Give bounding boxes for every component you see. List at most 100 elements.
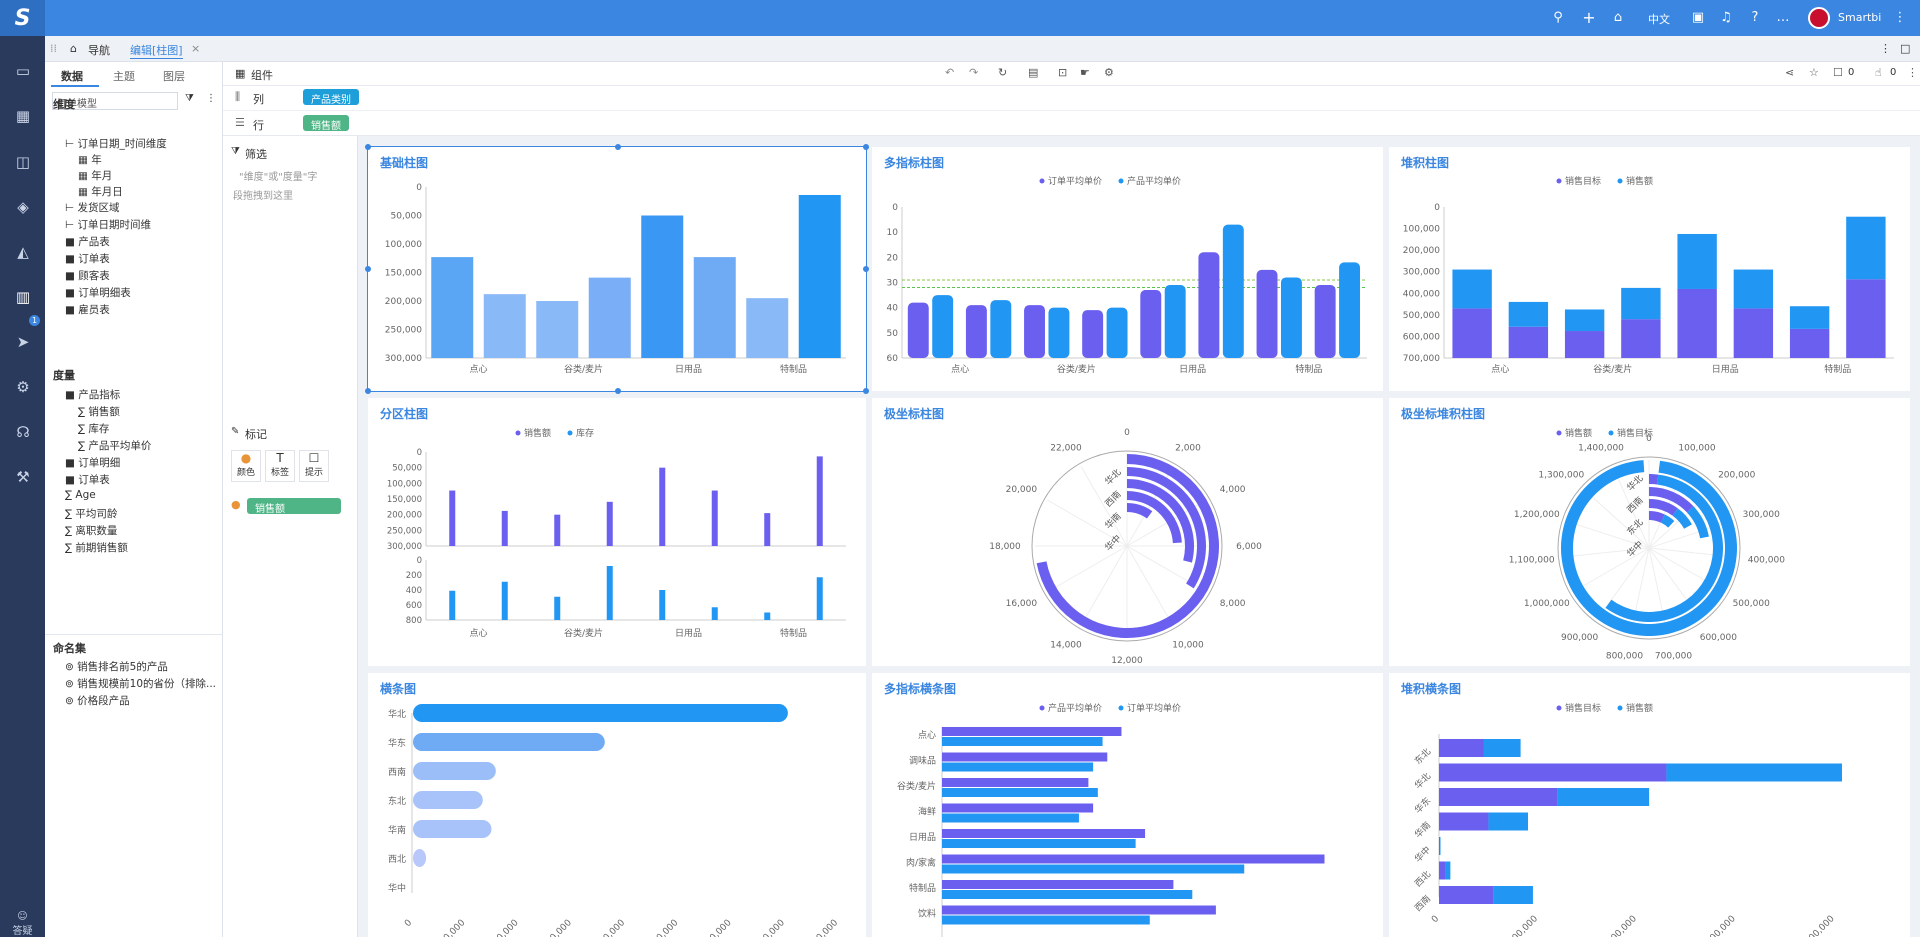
resize-handle[interactable]: [863, 144, 869, 150]
more-vertical-icon[interactable]: ⋮: [1893, 9, 1907, 25]
help-label[interactable]: ☺ 答疑: [12, 911, 33, 937]
tab-edit[interactable]: 编辑[柱图]: [130, 44, 183, 59]
tree-item[interactable]: ■ 产品表: [65, 236, 110, 248]
grid-icon[interactable]: ▦: [15, 107, 31, 125]
resize-handle[interactable]: [863, 266, 869, 272]
cube-icon[interactable]: ◈: [17, 198, 29, 216]
preview-icon[interactable]: ⊡: [1058, 66, 1068, 79]
measure-section[interactable]: 度量: [53, 369, 75, 382]
tree-item[interactable]: ⊚ 价格段产品: [65, 695, 130, 707]
chart-panel-stacked-bar[interactable]: 堆积柱图 销售目标 销售额 700,000 600,000 500,000 400,000…: [1389, 147, 1910, 391]
send-icon[interactable]: ➤: [16, 333, 30, 351]
support-icon[interactable]: ☊: [16, 423, 30, 441]
chart-panel-partition-bar[interactable]: 分区柱图 销售额 库存 300,000 250,000 200,000 150,000 10…: [368, 398, 866, 666]
tree-item[interactable]: ■ 订单明细表: [65, 287, 131, 299]
tree-item[interactable]: ⊢ 订单日期时间维: [65, 219, 151, 231]
chart-panel-polar-stacked[interactable]: 极坐标堆积柱图 销售额 销售目标 0 100,000 200,000 300,000 400…: [1389, 398, 1910, 666]
tab-data[interactable]: 数据: [61, 70, 83, 83]
chat-icon[interactable]: …: [1776, 9, 1790, 25]
tree-item[interactable]: ⊢ 发货区域: [65, 202, 120, 214]
like-icon[interactable]: ☝: [1875, 66, 1882, 79]
tree-item[interactable]: ■ 产品指标: [65, 389, 121, 401]
user-name[interactable]: Smartbi: [1838, 11, 1882, 24]
mark-color-button[interactable]: ● 颜色: [231, 450, 261, 482]
chart-panel-stacked-hbar[interactable]: 堆积横条图 销售目标 销售额 东北 华北 华东 华南 华中 西北 西南 0 200,000 400,0…: [1389, 673, 1910, 937]
analysis-icon[interactable]: ◭: [17, 243, 29, 261]
more-icon[interactable]: ⋮: [206, 93, 216, 104]
bag-icon[interactable]: ▣: [1691, 9, 1705, 25]
home-icon[interactable]: ⌂: [1613, 9, 1623, 25]
named-set-section[interactable]: 命名集: [53, 642, 86, 655]
mark-field-pill[interactable]: 销售额: [247, 498, 341, 515]
tree-item[interactable]: ▦ 年: [78, 154, 102, 166]
chart-panel-multi-bar[interactable]: 多指标柱图 订单平均单价 产品平均单价 60 50 40 30 20 10 0 点心 谷类/麦片 日用…: [872, 147, 1383, 391]
tree-item[interactable]: ∑ 库存: [78, 423, 110, 435]
row-pill[interactable]: 销售额: [303, 115, 349, 132]
home-tab-icon[interactable]: ⌂: [70, 42, 77, 55]
tree-item[interactable]: ⊚ 销售规模前10的省份（排除...: [65, 678, 217, 690]
component-label[interactable]: 组件: [251, 69, 273, 82]
comment-icon[interactable]: ☐: [1833, 66, 1843, 79]
chart-panel-multi-hbar[interactable]: 多指标横条图 产品平均单价 订单平均单价 点心 调味品 谷类/麦片 海鲜 日用品 肉/家禽 特制…: [872, 673, 1383, 937]
resize-handle[interactable]: [863, 388, 869, 394]
avatar[interactable]: [1808, 7, 1830, 29]
mark-tip-button[interactable]: ☐ 提示: [299, 450, 329, 482]
component-icon[interactable]: ▦: [235, 67, 246, 80]
tabs-handle-icon[interactable]: ⁞⁞: [50, 42, 57, 55]
plus-icon[interactable]: +: [1582, 7, 1596, 27]
tab-nav[interactable]: 导航: [88, 44, 110, 57]
resize-handle[interactable]: [365, 144, 371, 150]
tree-item[interactable]: ∑ 销售额: [78, 406, 120, 418]
tab-close-icon[interactable]: ×: [191, 42, 201, 55]
smartbi-logo[interactable]: S: [0, 0, 45, 36]
resize-handle[interactable]: [365, 266, 371, 272]
tree-item[interactable]: ∑ 产品平均单价: [78, 440, 152, 452]
tree-item[interactable]: ∑ 平均司龄: [65, 508, 118, 520]
chart-panel-polar-bar[interactable]: 极坐标柱图 0 2,000 4,000 6,000 8,000 10,000 12,000 1…: [872, 398, 1383, 666]
settings-icon[interactable]: ⚙: [1104, 66, 1114, 79]
undo-icon[interactable]: ↶: [945, 66, 955, 79]
settings-icon[interactable]: ⚙: [16, 378, 30, 396]
help-icon[interactable]: ?: [1751, 9, 1759, 25]
chart-panel-hbar[interactable]: 横条图 华北 华东 西南 东北 华南 西北 华中 0 50,000 100,000 150,000 2…: [368, 673, 866, 937]
resize-handle[interactable]: [615, 388, 621, 394]
mark-label-button[interactable]: T 标签: [265, 450, 295, 482]
tree-item[interactable]: ▦ 年月日: [78, 186, 123, 198]
share-icon[interactable]: ⋖: [1785, 66, 1795, 79]
save-icon[interactable]: ▤: [1028, 66, 1039, 79]
star-icon[interactable]: ☆: [1809, 66, 1819, 79]
more-vertical-icon[interactable]: ⋮: [1880, 42, 1891, 55]
resize-handle[interactable]: [615, 144, 621, 150]
hand-icon[interactable]: ☛: [1080, 66, 1090, 79]
tab-theme[interactable]: 主题: [113, 70, 135, 83]
search-icon[interactable]: ⚲: [1553, 9, 1563, 25]
refresh-icon[interactable]: ↻: [998, 66, 1008, 79]
filter-icon[interactable]: ⧩: [185, 93, 194, 104]
redo-icon[interactable]: ↷: [969, 66, 979, 79]
tree-item[interactable]: ∑ 前期销售额: [65, 542, 128, 554]
tree-item[interactable]: ■ 雇员表: [65, 304, 110, 316]
more-vertical-icon[interactable]: ⋮: [1907, 66, 1918, 79]
tree-item[interactable]: ■ 订单表: [65, 253, 110, 265]
dimension-section[interactable]: 维度: [53, 98, 75, 111]
monitor-icon[interactable]: ▭: [15, 62, 31, 80]
fullscreen-icon[interactable]: □: [1900, 42, 1911, 55]
tree-item[interactable]: ⊚ 销售排名前5的产品: [65, 661, 168, 673]
language-switch[interactable]: 中文: [1648, 13, 1670, 26]
resize-handle[interactable]: [365, 388, 371, 394]
column-pill[interactable]: 产品类别: [303, 89, 359, 106]
bell-icon[interactable]: ♫: [1720, 9, 1732, 25]
model-select[interactable]: 订单模型: [52, 92, 178, 110]
tree-item[interactable]: ∑ Age: [65, 489, 96, 501]
tree-item[interactable]: ▦ 年月: [78, 170, 113, 182]
chart-panel-basic-bar[interactable]: 基础柱图 300,000 250,000 200,000 150,000 100,000…: [367, 146, 867, 392]
tree-item[interactable]: ∑ 离职数量: [65, 525, 118, 537]
tree-item[interactable]: ■ 订单表: [65, 474, 110, 486]
tree-item[interactable]: ⊢ 订单日期_时间维度: [65, 138, 167, 150]
tools-icon[interactable]: ⚒: [16, 468, 30, 486]
tab-layer[interactable]: 图层: [163, 70, 185, 83]
tree-item[interactable]: ■ 订单明细: [65, 457, 121, 469]
chart-icon[interactable]: ▥: [15, 288, 31, 306]
tree-item[interactable]: ■ 顾客表: [65, 270, 110, 282]
database-icon[interactable]: ◫: [15, 153, 31, 171]
